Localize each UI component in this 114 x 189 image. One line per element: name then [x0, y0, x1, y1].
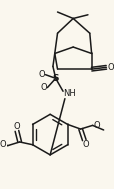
Text: NH: NH — [63, 89, 75, 98]
Text: O: O — [82, 140, 89, 149]
Text: O: O — [38, 70, 45, 79]
Text: S: S — [52, 74, 58, 83]
Text: O: O — [40, 83, 47, 92]
Text: O: O — [13, 122, 20, 131]
Text: O: O — [93, 121, 100, 130]
Text: O: O — [107, 63, 113, 72]
Text: O: O — [0, 140, 6, 149]
